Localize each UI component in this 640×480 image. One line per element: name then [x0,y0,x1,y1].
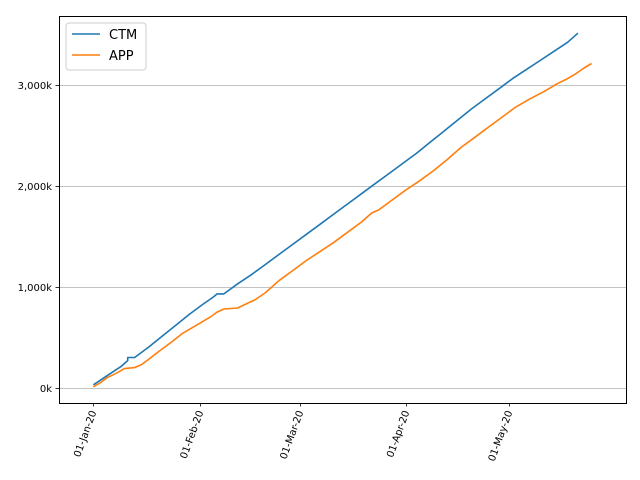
legend-entry-app: APP [72,49,134,64]
series-ctm [92,32,579,386]
gridlines [59,85,626,389]
y-tick-label: 3,000k [18,81,53,92]
legend-label: APP [109,49,134,64]
legend: CTM APP [65,22,147,71]
y-tick-label: 0k [40,384,52,395]
series-lines [92,32,593,388]
series-app [92,62,593,388]
plot-area-frame [59,16,627,404]
legend-label: CTM [109,28,137,43]
y-tick-label: 2,000k [18,182,53,193]
y-tick-label: 1,000k [18,283,53,294]
legend-entry-ctm: CTM [72,28,137,43]
